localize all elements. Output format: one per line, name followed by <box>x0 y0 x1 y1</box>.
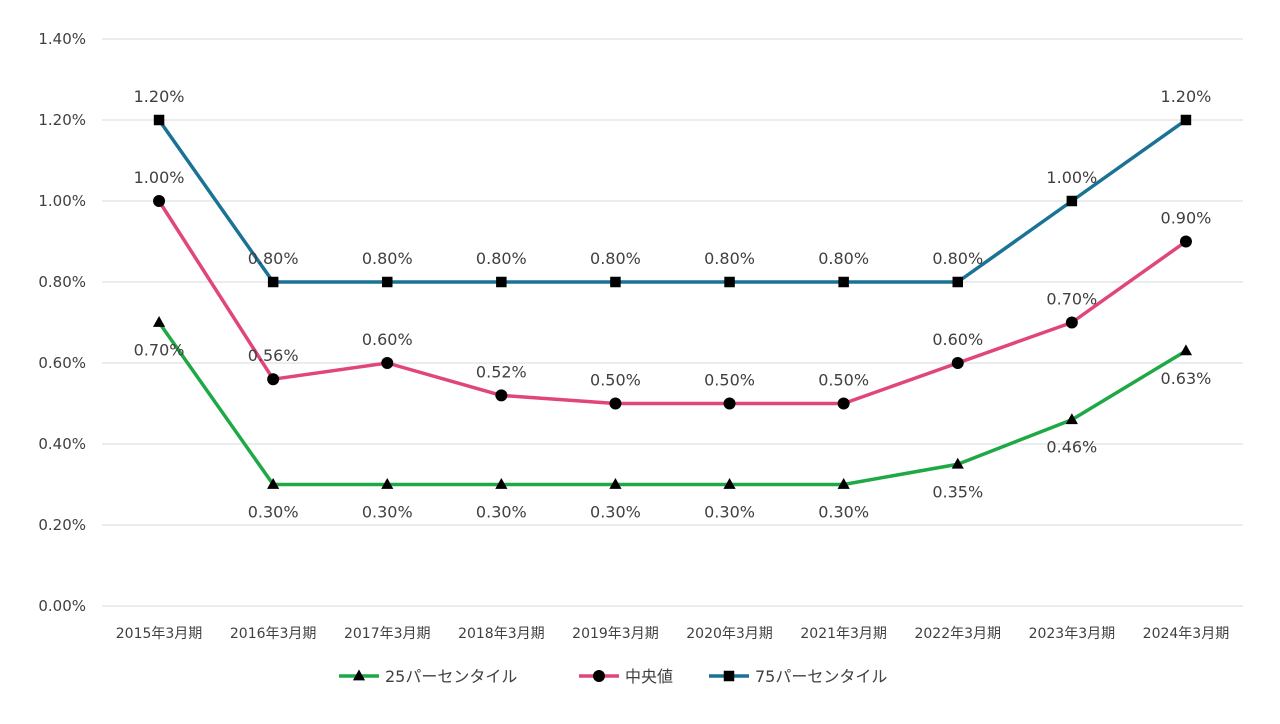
data-label: 0.30% <box>476 503 527 522</box>
y-axis-ticks: 0.00% 0.20% 0.40% 0.60% 0.80% 1.00% 1.20% 1.40% <box>38 30 86 615</box>
data-label: 0.56% <box>248 346 299 365</box>
data-point-circle <box>1065 316 1078 329</box>
x-tick-label: 2021年3月期 <box>800 626 887 642</box>
data-point-triangle <box>951 457 964 469</box>
data-label: 1.20% <box>1161 87 1212 106</box>
legend-label: 中央値 <box>625 667 673 686</box>
y-tick-label: 0.60% <box>38 354 86 372</box>
legend-item: 75パーセンタイル <box>709 667 887 686</box>
legend-item: 中央値 <box>579 667 673 686</box>
data-label: 0.80% <box>932 249 983 268</box>
data-label: 0.70% <box>134 341 185 360</box>
data-label: 0.30% <box>362 503 413 522</box>
data-label: 0.52% <box>476 362 527 381</box>
data-label: 0.90% <box>1161 209 1212 228</box>
data-point-triangle <box>837 477 850 489</box>
x-tick-label: 2016年3月期 <box>230 626 317 642</box>
data-point-square <box>153 114 165 126</box>
data-label: 0.30% <box>818 503 869 522</box>
data-label: 0.80% <box>362 249 413 268</box>
data-point-square <box>610 276 621 288</box>
x-tick-label: 2015年3月期 <box>116 626 203 642</box>
data-label: 0.80% <box>704 249 755 268</box>
x-tick-label: 2023年3月期 <box>1029 626 1116 642</box>
data-point-circle <box>153 195 166 207</box>
data-point-triangle <box>152 315 166 327</box>
y-tick-label: 1.20% <box>38 111 86 129</box>
data-label: 0.50% <box>590 371 641 390</box>
y-tick-label: 0.00% <box>38 597 86 615</box>
data-point-circle <box>609 397 622 410</box>
data-label: 0.80% <box>818 249 869 268</box>
data-label: 0.30% <box>704 503 755 522</box>
data-label: 0.63% <box>1161 369 1212 388</box>
data-label: 0.60% <box>932 330 983 349</box>
data-point-triangle <box>381 477 394 489</box>
data-point-triangle <box>723 477 736 489</box>
data-label: 0.80% <box>248 249 299 268</box>
data-point-circle <box>267 373 280 386</box>
data-point-square <box>1180 114 1192 126</box>
data-point-circle <box>951 357 964 369</box>
data-label: 1.20% <box>134 87 185 106</box>
legend-label: 75パーセンタイル <box>755 667 887 686</box>
x-tick-label: 2022年3月期 <box>914 626 1001 642</box>
series-line <box>157 118 1187 284</box>
data-labels: 0.70% 0.30% 0.30% 0.30% 0.30% 0.30% 0.30% 0.35%… <box>134 87 1212 522</box>
data-point-triangle <box>495 477 508 489</box>
x-tick-label: 2019年3月期 <box>572 626 659 642</box>
data-point-circle <box>495 389 508 402</box>
series-lines <box>152 114 1193 489</box>
data-point-square <box>267 276 279 288</box>
y-tick-label: 0.80% <box>38 273 86 291</box>
data-point-square <box>1066 195 1078 207</box>
data-label: 1.00% <box>134 168 185 187</box>
data-point-circle <box>593 670 605 682</box>
x-tick-label: 2020年3月期 <box>686 626 773 642</box>
data-point-triangle <box>267 477 280 489</box>
data-point-square <box>382 276 393 288</box>
data-label: 0.50% <box>818 371 869 390</box>
series-line <box>157 200 1187 406</box>
data-label: 0.80% <box>476 249 527 268</box>
data-point-square <box>838 276 849 288</box>
data-point-triangle <box>1179 344 1193 356</box>
data-label: 0.50% <box>704 371 755 390</box>
y-tick-label: 1.40% <box>38 30 86 48</box>
data-label: 0.80% <box>590 249 641 268</box>
legend-item: 25パーセンタイル <box>339 667 517 686</box>
data-point-triangle <box>609 477 622 489</box>
y-tick-label: 1.00% <box>38 192 86 210</box>
data-label: 0.60% <box>362 330 413 349</box>
data-point-square <box>952 276 963 288</box>
data-point-square <box>723 670 735 682</box>
data-point-circle <box>381 357 394 369</box>
data-point-circle <box>837 397 850 410</box>
data-point-triangle <box>1065 413 1078 425</box>
y-tick-label: 0.20% <box>38 516 86 534</box>
data-label: 0.35% <box>932 482 983 501</box>
series-line <box>157 321 1187 487</box>
data-label: 1.00% <box>1046 168 1097 187</box>
x-tick-label: 2024年3月期 <box>1143 626 1230 642</box>
data-point-circle <box>1179 235 1192 248</box>
x-tick-label: 2018年3月期 <box>458 626 545 642</box>
data-label: 0.46% <box>1046 438 1097 457</box>
data-point-circle <box>723 397 736 410</box>
data-point-square <box>724 276 735 288</box>
legend-label: 25パーセンタイル <box>385 667 517 686</box>
data-label: 0.70% <box>1046 290 1097 309</box>
y-tick-label: 0.40% <box>38 435 86 453</box>
legend: 25パーセンタイル 中央値 75パーセンタイル <box>339 667 887 686</box>
data-label: 0.30% <box>248 503 299 522</box>
x-tick-label: 2017年3月期 <box>344 626 431 642</box>
data-point-square <box>496 276 507 288</box>
data-point-triangle <box>352 669 366 681</box>
data-label: 0.30% <box>590 503 641 522</box>
x-axis-ticks: 2015年3月期 2016年3月期 2017年3月期 2018年3月期 2019年3月期… <box>116 626 1229 642</box>
